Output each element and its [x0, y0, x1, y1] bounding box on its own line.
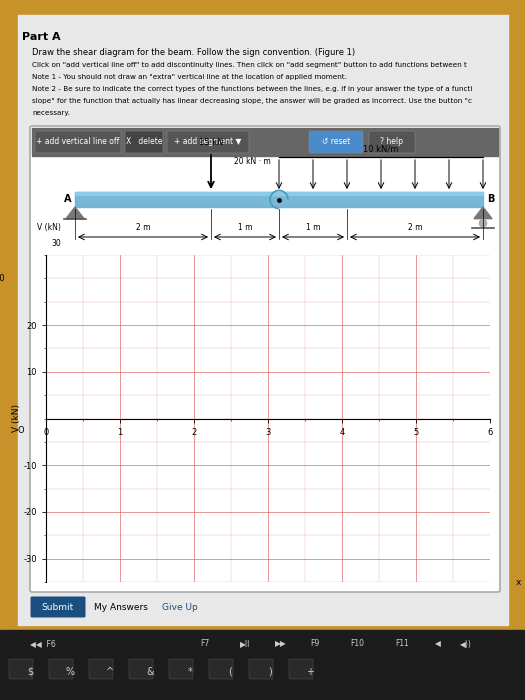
FancyBboxPatch shape [309, 131, 363, 153]
Text: + add segment ▼: + add segment ▼ [174, 137, 242, 146]
FancyBboxPatch shape [129, 659, 153, 679]
Text: necessary.: necessary. [32, 110, 70, 116]
FancyBboxPatch shape [249, 659, 273, 679]
Text: %: % [66, 667, 75, 677]
Text: My Answers: My Answers [94, 603, 148, 612]
Text: F9: F9 [310, 640, 319, 648]
Text: ? help: ? help [381, 137, 404, 146]
Text: + add vertical line off: + add vertical line off [36, 137, 120, 146]
Text: F7: F7 [200, 640, 209, 648]
Text: Draw the shear diagram for the beam. Follow the sign convention. (Figure 1): Draw the shear diagram for the beam. Fol… [32, 48, 355, 57]
FancyBboxPatch shape [167, 131, 249, 153]
Text: ▶▶: ▶▶ [275, 640, 287, 648]
FancyBboxPatch shape [209, 659, 233, 679]
Text: ↺ reset: ↺ reset [322, 137, 350, 146]
Bar [75, 192, 483, 207]
Text: slope" for the function that actually has linear decreasing slope, the answer wi: slope" for the function that actually ha… [32, 98, 472, 104]
Text: A: A [64, 195, 71, 204]
Text: X   delete: X delete [126, 137, 162, 146]
Text: 15 kN: 15 kN [199, 138, 223, 147]
Bar [18, 15, 508, 625]
Text: &: & [146, 667, 154, 677]
Text: 1 m: 1 m [306, 223, 320, 232]
Text: O: O [17, 426, 24, 435]
FancyBboxPatch shape [30, 596, 86, 617]
Polygon shape [474, 207, 492, 218]
Polygon shape [66, 207, 84, 218]
Circle shape [479, 220, 487, 227]
Text: 30: 30 [51, 239, 61, 248]
Text: x (m): x (m) [516, 578, 525, 587]
Text: Click on "add vertical line off" to add discontinuity lines. Then click on "add : Click on "add vertical line off" to add … [32, 62, 467, 68]
Text: 30: 30 [0, 274, 5, 283]
FancyBboxPatch shape [9, 659, 33, 679]
Text: 2 m: 2 m [408, 223, 422, 232]
Text: 2 m: 2 m [136, 223, 150, 232]
FancyBboxPatch shape [169, 659, 193, 679]
Text: ▶II: ▶II [240, 640, 250, 648]
Text: (: ( [228, 667, 232, 677]
FancyBboxPatch shape [289, 659, 313, 679]
FancyBboxPatch shape [35, 131, 121, 153]
FancyBboxPatch shape [30, 126, 500, 592]
FancyBboxPatch shape [125, 131, 163, 153]
Text: F11: F11 [395, 640, 409, 648]
Text: ◀)): ◀)) [460, 640, 472, 648]
Text: 10 kN/m: 10 kN/m [363, 144, 398, 153]
Text: F10: F10 [350, 640, 364, 648]
Text: V (kN): V (kN) [37, 223, 61, 232]
FancyBboxPatch shape [49, 659, 73, 679]
Text: ◀◀  F6: ◀◀ F6 [30, 640, 56, 648]
Text: Note 2 - Be sure to indicate the correct types of the functions between the line: Note 2 - Be sure to indicate the correct… [32, 86, 472, 92]
Bar [32, 128, 498, 156]
FancyBboxPatch shape [89, 659, 113, 679]
Text: B: B [487, 195, 495, 204]
Y-axis label: V (kN): V (kN) [12, 405, 20, 433]
FancyBboxPatch shape [369, 131, 415, 153]
Text: Give Up: Give Up [162, 603, 198, 612]
Bar [0, 630, 525, 700]
Text: *: * [187, 667, 192, 677]
Text: Note 1 - You should not draw an "extra" vertical line at the location of applied: Note 1 - You should not draw an "extra" … [32, 74, 347, 80]
Text: Submit: Submit [42, 603, 74, 612]
Bar [75, 192, 483, 195]
Text: +: + [306, 667, 314, 677]
Text: $: $ [27, 667, 33, 677]
Text: ): ) [268, 667, 272, 677]
Text: ◀: ◀ [435, 640, 441, 648]
Text: 20 kN · m: 20 kN · m [234, 158, 271, 167]
Text: 1 m: 1 m [238, 223, 252, 232]
Text: Part A: Part A [22, 32, 60, 42]
Text: ^: ^ [106, 667, 114, 677]
